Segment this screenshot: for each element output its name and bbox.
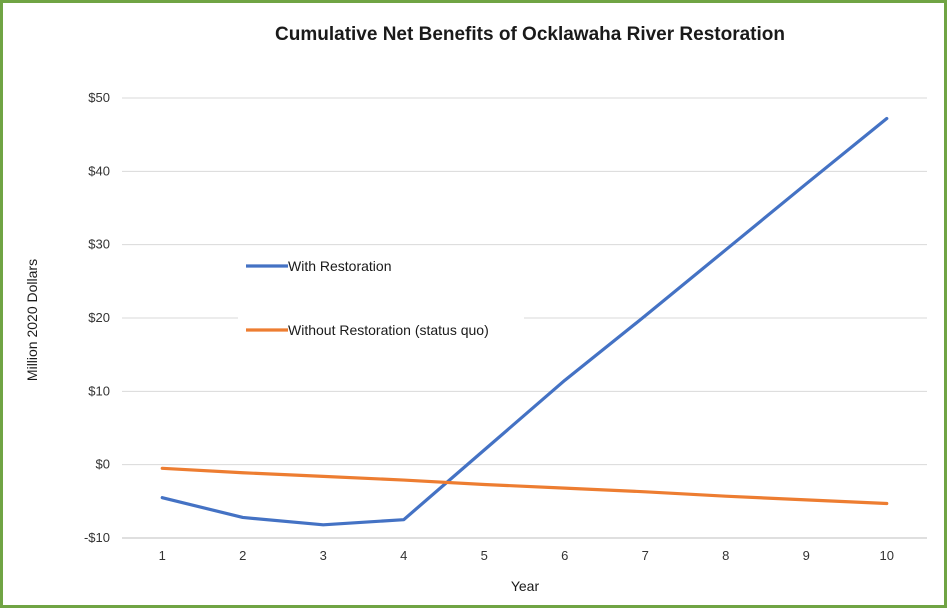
- series-line-1: [160, 116, 889, 527]
- y-tick-label: $50: [88, 90, 110, 105]
- chart-title: Cumulative Net Benefits of Ocklawaha Riv…: [275, 24, 785, 45]
- legend-label: With Restoration: [288, 258, 391, 274]
- y-tick-label: $10: [88, 383, 110, 398]
- y-tick-label: -$10: [84, 530, 110, 545]
- y-tick-label: $30: [88, 237, 110, 252]
- x-tick-label: 7: [642, 548, 649, 563]
- y-tick-label: $0: [96, 457, 110, 472]
- x-axis-ticks: 1 2 3 4 5 6 7 8 9 10: [159, 548, 894, 563]
- x-tick-label: 8: [722, 548, 729, 563]
- x-tick-label: 5: [481, 548, 488, 563]
- series-lines: [160, 116, 889, 527]
- y-tick-label: $40: [88, 163, 110, 178]
- x-tick-label: 10: [880, 548, 894, 563]
- x-tick-label: 9: [803, 548, 810, 563]
- x-tick-label: 6: [561, 548, 568, 563]
- y-axis-ticks: -$10 $0 $10 $20 $30 $40 $50: [84, 90, 110, 545]
- gridlines: [122, 97, 927, 539]
- y-axis-label: Million 2020 Dollars: [24, 259, 40, 381]
- x-tick-label: 1: [159, 548, 166, 563]
- legend-label: Without Restoration (status quo): [288, 322, 489, 338]
- x-axis-label: Year: [511, 578, 540, 594]
- series-line-2: [160, 466, 889, 506]
- legend: With Restoration Without Restoration (sta…: [238, 246, 524, 350]
- x-tick-label: 2: [239, 548, 246, 563]
- x-tick-label: 3: [320, 548, 327, 563]
- x-tick-label: 4: [400, 548, 407, 563]
- y-tick-label: $20: [88, 310, 110, 325]
